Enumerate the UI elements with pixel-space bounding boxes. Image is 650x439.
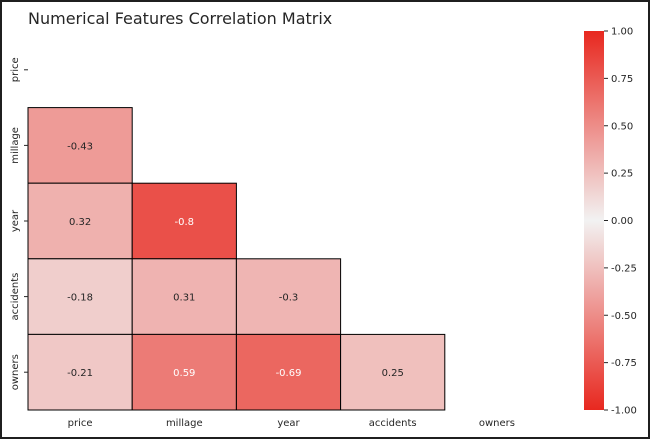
cell-value-label: 0.32 bbox=[69, 217, 91, 228]
y-tick-label-price: price bbox=[10, 57, 21, 82]
heatmap-cell-accidents-price bbox=[27, 258, 133, 335]
heatmap-cell-millage-price bbox=[27, 107, 133, 184]
colorbar-tick-label: -0.50 bbox=[611, 311, 637, 322]
cell-value-label: 0.25 bbox=[382, 368, 404, 379]
colorbar-tick-label: 0.50 bbox=[611, 121, 633, 132]
heatmap-cell-owners-year bbox=[235, 333, 342, 411]
cell-value-label: -0.3 bbox=[279, 293, 299, 304]
cell-value-label: 0.31 bbox=[173, 293, 195, 304]
heatmap-cell-year-millage bbox=[131, 182, 237, 260]
y-tick-label-accidents: accidents bbox=[10, 273, 21, 321]
x-tick-label-price: price bbox=[68, 418, 93, 429]
colorbar: 1.00 0.75 0.50 0.25 0.00 -0.25 -0.50 -0.75 -1.00 bbox=[584, 27, 637, 417]
cell-value-label: -0.18 bbox=[67, 293, 93, 304]
y-tick-label-year: year bbox=[10, 209, 21, 232]
heatmap-cell-accidents-year bbox=[235, 258, 342, 335]
cell-value-label: -0.43 bbox=[67, 141, 93, 152]
colorbar-tick-label: 0.00 bbox=[611, 216, 633, 227]
cell-value-label: -0.21 bbox=[67, 368, 93, 379]
heatmap-cell-owners-price bbox=[27, 333, 133, 411]
colorbar-tick-label: -1.00 bbox=[611, 406, 637, 417]
chart-title: Numerical Features Correlation Matrix bbox=[28, 9, 332, 28]
x-tick-label-owners: owners bbox=[479, 418, 515, 429]
colorbar-tick-label: -0.25 bbox=[611, 263, 637, 274]
heatmap-cell-owners-accidents bbox=[340, 333, 446, 411]
heatmap-cell-accidents-millage bbox=[131, 258, 237, 335]
colorbar-tick-label: 0.75 bbox=[611, 74, 633, 85]
colorbar-tick-label: -0.75 bbox=[611, 358, 637, 369]
cell-value-label: 0.59 bbox=[173, 368, 195, 379]
cell-value-label: -0.69 bbox=[276, 368, 302, 379]
x-tick-label-accidents: accidents bbox=[369, 418, 417, 429]
colorbar-gradient bbox=[584, 31, 604, 410]
colorbar-tick-label: 0.25 bbox=[611, 169, 633, 180]
cell-value-label: -0.8 bbox=[175, 217, 195, 228]
x-tick-label-millage: millage bbox=[166, 418, 203, 429]
heatmap-cell-owners-millage bbox=[131, 333, 237, 411]
heatmap-cells: -0.43 0.32 -0.8 -0.18 0.31 -0.3 -0.21 0.59 -0.69… bbox=[27, 107, 446, 411]
y-tick-label-owners: owners bbox=[10, 354, 21, 390]
x-tick-label-year: year bbox=[277, 418, 300, 429]
x-axis: price millage year accidents owners bbox=[68, 418, 515, 429]
y-tick-label-millage: millage bbox=[10, 127, 21, 164]
y-axis: price millage year accidents owners bbox=[10, 57, 28, 390]
heatmap-cell-year-price bbox=[27, 182, 133, 260]
colorbar-tick-label: 1.00 bbox=[611, 27, 633, 38]
